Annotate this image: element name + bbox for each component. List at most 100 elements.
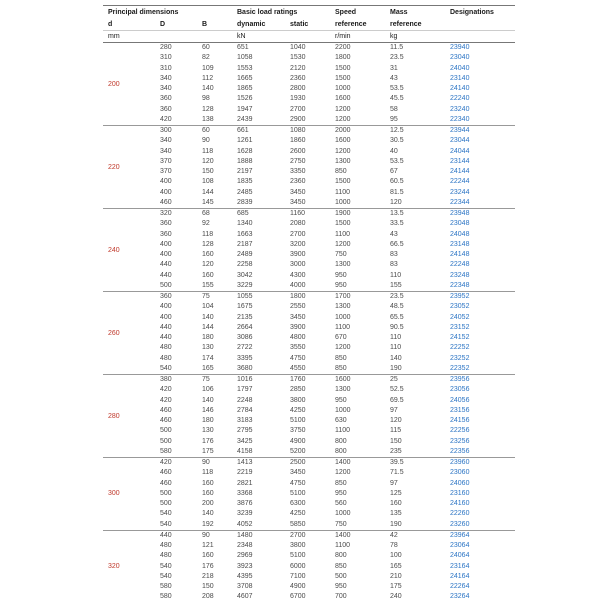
cell-reference-speed: 630	[335, 417, 347, 424]
designation-link[interactable]: 23244	[450, 188, 470, 196]
cell-outer-diameter-D: 460	[160, 479, 172, 487]
cell-reference-speed: 1000	[335, 510, 351, 518]
cell-outer-diameter-D: 500	[160, 427, 172, 435]
cell-reference-speed: 800	[335, 437, 347, 445]
table-row: 300 60 661 1080 2000 12.5 23944	[155, 126, 515, 136]
cell-static-load-rating: 5200	[290, 447, 306, 455]
designation-link[interactable]: 22356	[450, 447, 470, 455]
cell-outer-diameter-D: 340	[160, 137, 172, 145]
group-d-label: 200	[108, 80, 120, 88]
table-row: 320 68 685 1160 1900 13.5 23948	[155, 209, 515, 219]
designation-link[interactable]: 23152	[450, 323, 470, 331]
cell-dynamic-load-rating: 685	[237, 210, 249, 217]
designation-link[interactable]: 23956	[450, 376, 470, 383]
designation-link[interactable]: 23252	[450, 354, 470, 362]
designation-link[interactable]: 24152	[450, 334, 470, 341]
designation-link[interactable]: 23156	[450, 406, 470, 414]
designation-link[interactable]: 23140	[450, 74, 470, 82]
group-d-label: 320	[108, 563, 120, 571]
cell-outer-diameter-D: 480	[160, 552, 172, 560]
cell-mass: 23.5	[390, 54, 404, 62]
designation-link[interactable]: 23040	[450, 54, 470, 62]
cell-width-B: 118	[202, 147, 214, 155]
header-principal-dimensions: Principal dimensions	[108, 9, 179, 16]
designation-link[interactable]: 24140	[450, 85, 470, 92]
designation-link[interactable]: 23240	[450, 105, 470, 113]
designation-link[interactable]: 24064	[450, 552, 470, 560]
cell-dynamic-load-rating: 1055	[237, 293, 253, 300]
subheader-d: d	[108, 21, 113, 28]
cell-width-B: 82	[202, 54, 210, 62]
designation-link[interactable]: 24156	[450, 417, 470, 424]
table-row: 460 118 2219 3450 1200 71.5 23060	[155, 468, 515, 478]
header-mass: Mass	[390, 9, 408, 16]
cell-static-load-rating: 4800	[290, 334, 306, 341]
cell-reference-speed: 1100	[335, 427, 351, 435]
designation-link[interactable]: 22248	[450, 261, 470, 269]
group-d-label: 300	[108, 490, 120, 498]
cell-mass: 95	[390, 115, 398, 123]
unit-load: kN	[237, 33, 246, 40]
designation-link[interactable]: 24056	[450, 396, 470, 404]
designation-link[interactable]: 24060	[450, 479, 470, 487]
cell-static-load-rating: 2800	[290, 85, 306, 92]
designation-link[interactable]: 24164	[450, 572, 470, 580]
designation-link[interactable]: 22352	[450, 364, 470, 372]
designation-link[interactable]: 24144	[450, 168, 470, 175]
table-row: 440 144 2664 3900 1100 90.5 23152	[155, 323, 515, 333]
cell-reference-speed: 1700	[335, 293, 351, 300]
designation-link[interactable]: 23940	[450, 44, 470, 51]
header-basic-load-ratings: Basic load ratings	[237, 9, 298, 16]
cell-static-load-rating: 6700	[290, 593, 306, 601]
designation-link[interactable]: 23060	[450, 469, 470, 477]
cell-outer-diameter-D: 540	[160, 364, 172, 372]
cell-reference-speed: 1000	[335, 85, 351, 92]
designation-link[interactable]: 23048	[450, 220, 470, 228]
cell-reference-speed: 1600	[335, 137, 351, 145]
designation-link[interactable]: 22348	[450, 281, 470, 289]
designation-link[interactable]: 23044	[450, 137, 470, 145]
designation-link[interactable]: 24044	[450, 147, 470, 155]
cell-width-B: 160	[202, 552, 214, 560]
designation-link[interactable]: 23256	[450, 437, 470, 445]
designation-link[interactable]: 23960	[450, 459, 470, 466]
cell-reference-speed: 1300	[335, 157, 351, 165]
subheader-mass-reference: reference	[390, 21, 422, 28]
designation-link[interactable]: 23964	[450, 531, 470, 539]
designation-link[interactable]: 23064	[450, 542, 470, 549]
designation-link[interactable]: 23164	[450, 562, 470, 570]
designation-link[interactable]: 22344	[450, 198, 470, 206]
cell-mass: 135	[390, 510, 402, 518]
cell-static-load-rating: 3800	[290, 542, 306, 549]
cell-mass: 11.5	[390, 44, 404, 51]
designation-link[interactable]: 23944	[450, 127, 470, 134]
designation-link[interactable]: 23052	[450, 303, 470, 311]
designation-link[interactable]: 23264	[450, 593, 470, 601]
designation-link[interactable]: 22340	[450, 115, 470, 123]
table-row: 540 176 3923 6000 850 165 23164	[155, 562, 515, 572]
cell-static-load-rating: 3350	[290, 168, 306, 175]
designation-link[interactable]: 23248	[450, 271, 470, 279]
cell-static-load-rating: 5850	[290, 520, 306, 528]
designation-link[interactable]: 24148	[450, 251, 470, 258]
designation-link[interactable]: 23160	[450, 489, 470, 497]
cell-outer-diameter-D: 320	[160, 210, 172, 217]
designation-link[interactable]: 23144	[450, 157, 470, 165]
cell-mass: 83	[390, 251, 398, 258]
designation-link[interactable]: 22252	[450, 344, 470, 352]
designation-link[interactable]: 24052	[450, 313, 470, 321]
designation-link[interactable]: 22256	[450, 427, 470, 435]
designation-link[interactable]: 24160	[450, 500, 470, 507]
designation-link[interactable]: 22264	[450, 583, 470, 590]
designation-link[interactable]: 23056	[450, 386, 470, 394]
designation-link[interactable]: 23148	[450, 240, 470, 248]
designation-link[interactable]: 22244	[450, 178, 470, 186]
designation-link[interactable]: 23260	[450, 520, 470, 528]
designation-link[interactable]: 22240	[450, 95, 470, 103]
designation-link[interactable]: 24048	[450, 230, 470, 238]
designation-link[interactable]: 23948	[450, 210, 470, 217]
designation-link[interactable]: 23952	[450, 293, 470, 300]
designation-link[interactable]: 22260	[450, 510, 470, 518]
cell-static-load-rating: 2500	[290, 459, 306, 466]
designation-link[interactable]: 24040	[450, 64, 470, 72]
